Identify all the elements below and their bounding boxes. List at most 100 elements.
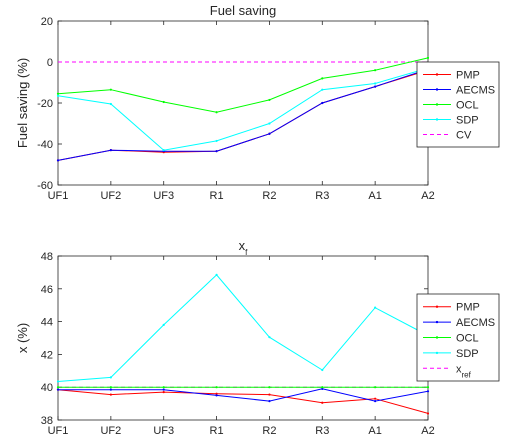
y-tick-label: 38 — [41, 415, 53, 427]
x-tick-label: A1 — [368, 425, 381, 437]
data-point — [162, 323, 165, 326]
data-point — [268, 132, 271, 135]
data-point — [215, 392, 218, 395]
y-tick-label: 42 — [41, 349, 53, 361]
data-point — [268, 122, 271, 125]
data-point — [374, 400, 377, 403]
legend-marker — [435, 73, 439, 76]
x-tick-label: UF3 — [153, 425, 174, 437]
y-axis-label: Fuel saving (%) — [15, 58, 30, 148]
y-tick-label: -40 — [37, 139, 53, 151]
legend-label-text: AECMS — [456, 85, 495, 97]
legend-label-text: SDP — [456, 348, 479, 360]
legend-label: PMP — [456, 70, 480, 82]
data-point — [268, 386, 271, 389]
data-point — [215, 394, 218, 397]
series-line-2 — [58, 388, 429, 402]
legend-label: OCL — [456, 100, 479, 112]
y-tick-label: 48 — [41, 251, 53, 263]
data-point — [109, 393, 112, 396]
x-tick-label: A1 — [368, 190, 381, 202]
legend-label: OCL — [456, 333, 479, 345]
legend-marker — [435, 305, 439, 308]
legend-label: SDP — [456, 115, 479, 127]
data-point — [215, 150, 218, 153]
data-point — [321, 401, 324, 404]
legend-label: AECMS — [456, 85, 495, 97]
data-point — [321, 77, 324, 80]
legend-label-text: PMP — [456, 70, 480, 82]
data-point — [321, 88, 324, 91]
legend-label: SDP — [456, 348, 479, 360]
data-point — [109, 376, 112, 379]
x-tick-label: R3 — [315, 190, 329, 202]
data-point — [374, 397, 377, 400]
chart-title: Fuel saving — [210, 3, 276, 18]
data-point — [215, 386, 218, 389]
data-point — [321, 368, 324, 372]
legend: PMP AECMS OCL SDP xref — [416, 293, 500, 382]
data-point — [109, 102, 112, 106]
data-point — [426, 412, 430, 415]
x-tick-label: R1 — [210, 425, 224, 437]
x-tick-label: A2 — [421, 425, 434, 437]
legend-marker — [435, 320, 439, 324]
legend-label-text: OCL — [456, 100, 479, 112]
y-tick-label: 46 — [41, 284, 53, 296]
x-tick-label: UF1 — [48, 425, 69, 437]
chart-title-subscript: f — [245, 248, 248, 257]
x-tick-label: R1 — [210, 190, 224, 202]
data-point — [374, 386, 377, 389]
data-point — [321, 101, 324, 105]
data-point — [109, 388, 112, 391]
data-point — [162, 391, 165, 394]
legend-label-text: OCL — [456, 333, 479, 345]
legend-label: AECMS — [456, 317, 495, 329]
x-tick-label: R3 — [315, 425, 329, 437]
data-point — [56, 92, 60, 95]
data-point — [215, 111, 218, 114]
data-point — [56, 386, 60, 389]
data-point — [321, 386, 324, 389]
data-point — [374, 306, 377, 309]
legend-label-text: x — [456, 363, 462, 375]
legend-label: CV — [456, 130, 472, 142]
legend-label-text: CV — [456, 130, 472, 142]
x-tick-label: UF3 — [153, 190, 174, 202]
data-point — [374, 82, 377, 85]
data-point — [162, 100, 165, 104]
data-point — [109, 149, 112, 152]
legend-label-text: SDP — [456, 115, 479, 127]
x-tick-label: UF2 — [100, 425, 121, 437]
legend-label: PMP — [456, 302, 480, 314]
x-tick-label: R2 — [262, 190, 276, 202]
y-axis-label: x (%) — [15, 323, 30, 353]
series-line-2 — [57, 68, 429, 161]
legend-marker — [435, 88, 439, 91]
chart-title-text: Fuel saving — [210, 3, 276, 18]
legend-marker — [435, 336, 439, 339]
data-point — [268, 98, 271, 102]
data-point — [162, 386, 165, 389]
x-tick-label: UF2 — [100, 190, 121, 202]
data-point — [109, 88, 112, 91]
data-point — [162, 388, 165, 391]
legend-marker — [435, 351, 439, 355]
legend-label-text: AECMS — [456, 317, 495, 329]
data-point — [56, 388, 60, 391]
y-tick-label: 0 — [47, 57, 53, 69]
data-point — [56, 159, 60, 162]
legend-label-subscript: ref — [462, 370, 472, 379]
chart-title-text: x — [239, 238, 246, 253]
x-tick-label: UF1 — [48, 190, 69, 202]
legend-marker — [435, 118, 439, 121]
legend-label-text: PMP — [456, 302, 480, 314]
series-line-4 — [57, 274, 429, 382]
data-point — [374, 69, 377, 72]
data-point — [321, 387, 324, 390]
data-point — [56, 94, 60, 97]
legend-label: xref — [456, 363, 472, 379]
y-tick-label: 20 — [41, 16, 53, 28]
